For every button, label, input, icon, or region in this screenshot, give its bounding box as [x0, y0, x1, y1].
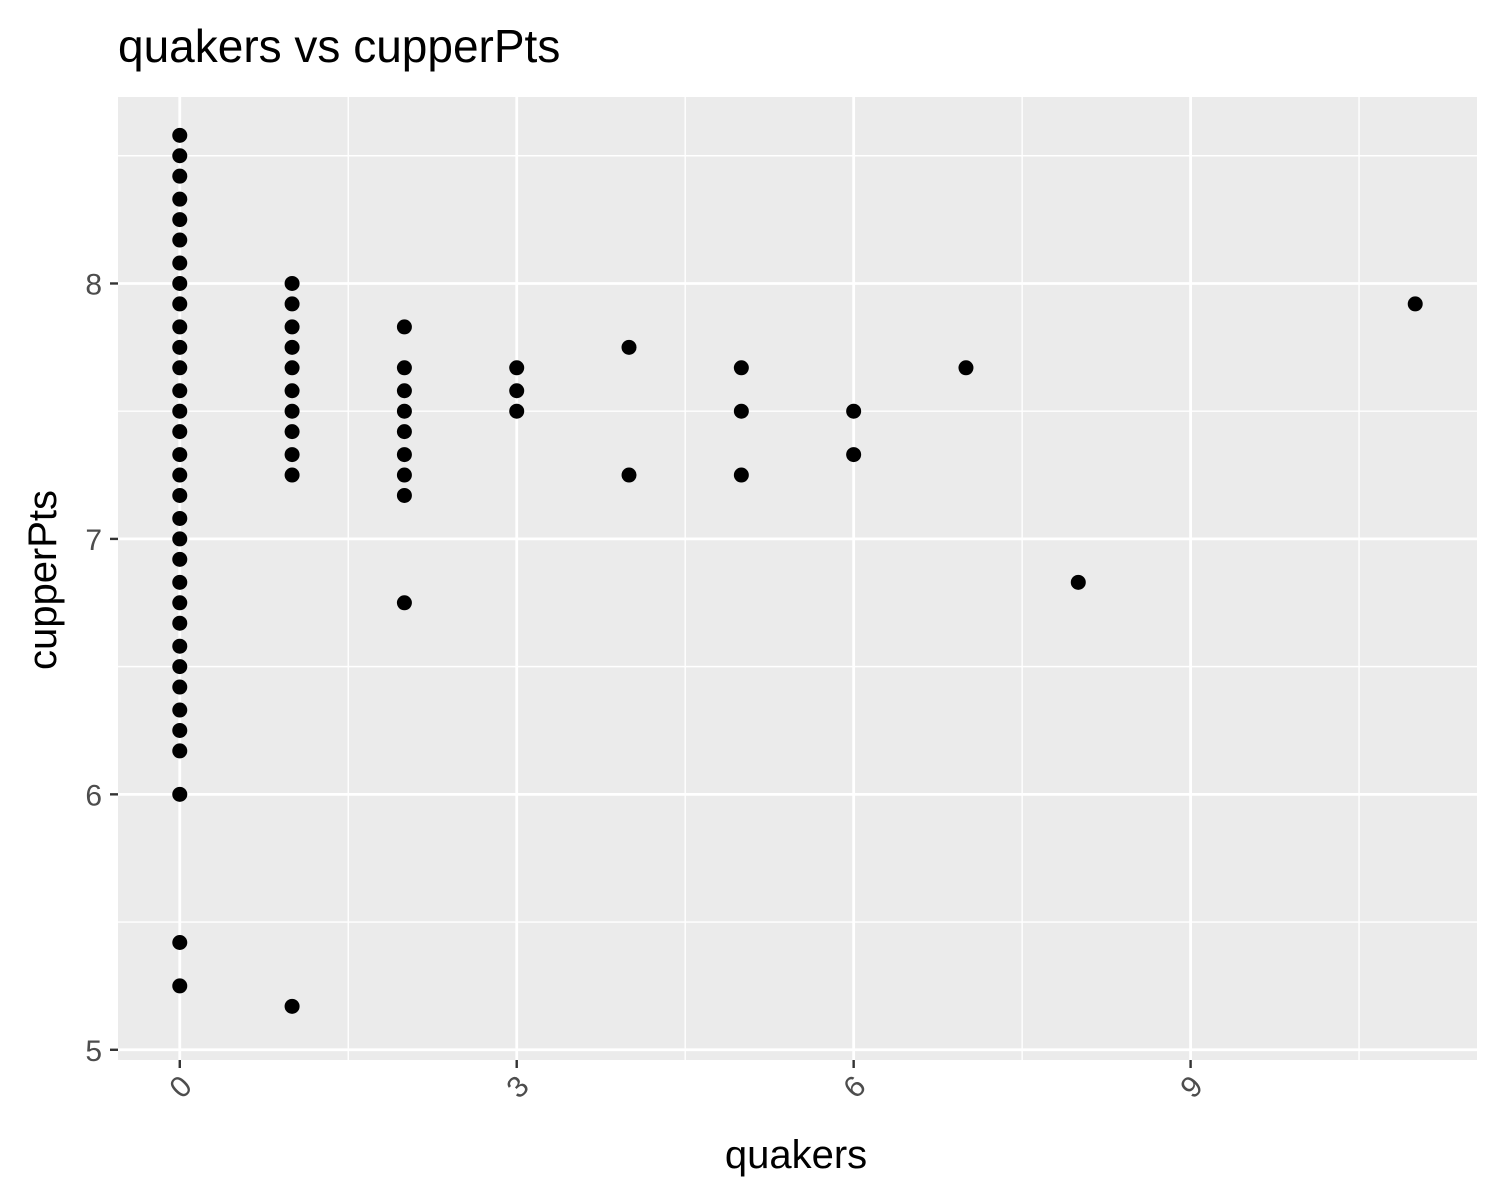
- data-point: [396, 383, 412, 399]
- data-point: [846, 447, 862, 463]
- data-point: [621, 339, 637, 355]
- data-point: [284, 319, 300, 335]
- data-point: [172, 255, 188, 271]
- y-tick-label: 5: [85, 1035, 102, 1068]
- data-point: [846, 403, 862, 419]
- data-point: [172, 659, 188, 675]
- data-point: [172, 424, 188, 440]
- data-point: [172, 638, 188, 654]
- data-point: [172, 191, 188, 207]
- data-point: [284, 296, 300, 312]
- data-point: [172, 339, 188, 355]
- data-point: [396, 447, 412, 463]
- y-tick-label: 6: [85, 779, 102, 812]
- data-point: [396, 595, 412, 611]
- data-point: [172, 531, 188, 547]
- data-point: [396, 403, 412, 419]
- data-point: [396, 360, 412, 376]
- data-point: [172, 403, 188, 419]
- data-point: [396, 319, 412, 335]
- data-point: [172, 360, 188, 376]
- data-point: [172, 978, 188, 994]
- data-point: [958, 360, 974, 376]
- data-point: [172, 487, 188, 503]
- data-point: [172, 168, 188, 184]
- data-point: [509, 403, 525, 419]
- major-gridlines: [118, 97, 1477, 1060]
- data-point: [396, 467, 412, 483]
- data-point: [509, 360, 525, 376]
- data-point: [172, 551, 188, 567]
- x-tick-label: 0: [163, 1070, 198, 1105]
- data-points: [172, 127, 1423, 1014]
- data-point: [509, 383, 525, 399]
- chart-title: quakers vs cupperPts: [118, 20, 560, 72]
- data-point: [284, 424, 300, 440]
- plot-panel: [118, 97, 1477, 1060]
- data-point: [172, 212, 188, 228]
- data-point: [172, 275, 188, 291]
- data-point: [172, 296, 188, 312]
- data-point: [172, 722, 188, 738]
- x-axis-title: quakers: [725, 1133, 867, 1177]
- data-point: [172, 467, 188, 483]
- data-point: [172, 447, 188, 463]
- data-point: [172, 743, 188, 759]
- y-axis: 5 6 7 8: [85, 268, 118, 1068]
- data-point: [284, 275, 300, 291]
- y-axis-title: cupperPts: [21, 490, 65, 670]
- data-point: [621, 467, 637, 483]
- data-point: [172, 127, 188, 143]
- data-point: [284, 403, 300, 419]
- data-point: [172, 148, 188, 164]
- data-point: [172, 679, 188, 695]
- data-point: [396, 424, 412, 440]
- data-point: [733, 360, 749, 376]
- data-point: [172, 934, 188, 950]
- data-point: [172, 232, 188, 248]
- data-point: [733, 403, 749, 419]
- x-tick-label: 9: [1174, 1070, 1209, 1105]
- y-tick-label: 8: [85, 268, 102, 301]
- x-axis: 0 3 6 9: [163, 1060, 1209, 1105]
- data-point: [396, 487, 412, 503]
- minor-gridlines: [118, 97, 1477, 1060]
- data-point: [172, 595, 188, 611]
- data-point: [172, 786, 188, 802]
- data-point: [172, 615, 188, 631]
- data-point: [284, 339, 300, 355]
- data-point: [284, 360, 300, 376]
- data-point: [284, 467, 300, 483]
- data-point: [284, 998, 300, 1014]
- data-point: [172, 702, 188, 718]
- data-point: [172, 510, 188, 526]
- x-tick-label: 3: [500, 1070, 535, 1105]
- data-point: [172, 383, 188, 399]
- data-point: [172, 574, 188, 590]
- data-point: [1407, 296, 1423, 312]
- x-tick-label: 6: [837, 1070, 872, 1105]
- data-point: [733, 467, 749, 483]
- data-point: [284, 447, 300, 463]
- data-point: [172, 319, 188, 335]
- data-point: [284, 383, 300, 399]
- data-point: [1070, 574, 1086, 590]
- y-tick-label: 7: [85, 524, 102, 557]
